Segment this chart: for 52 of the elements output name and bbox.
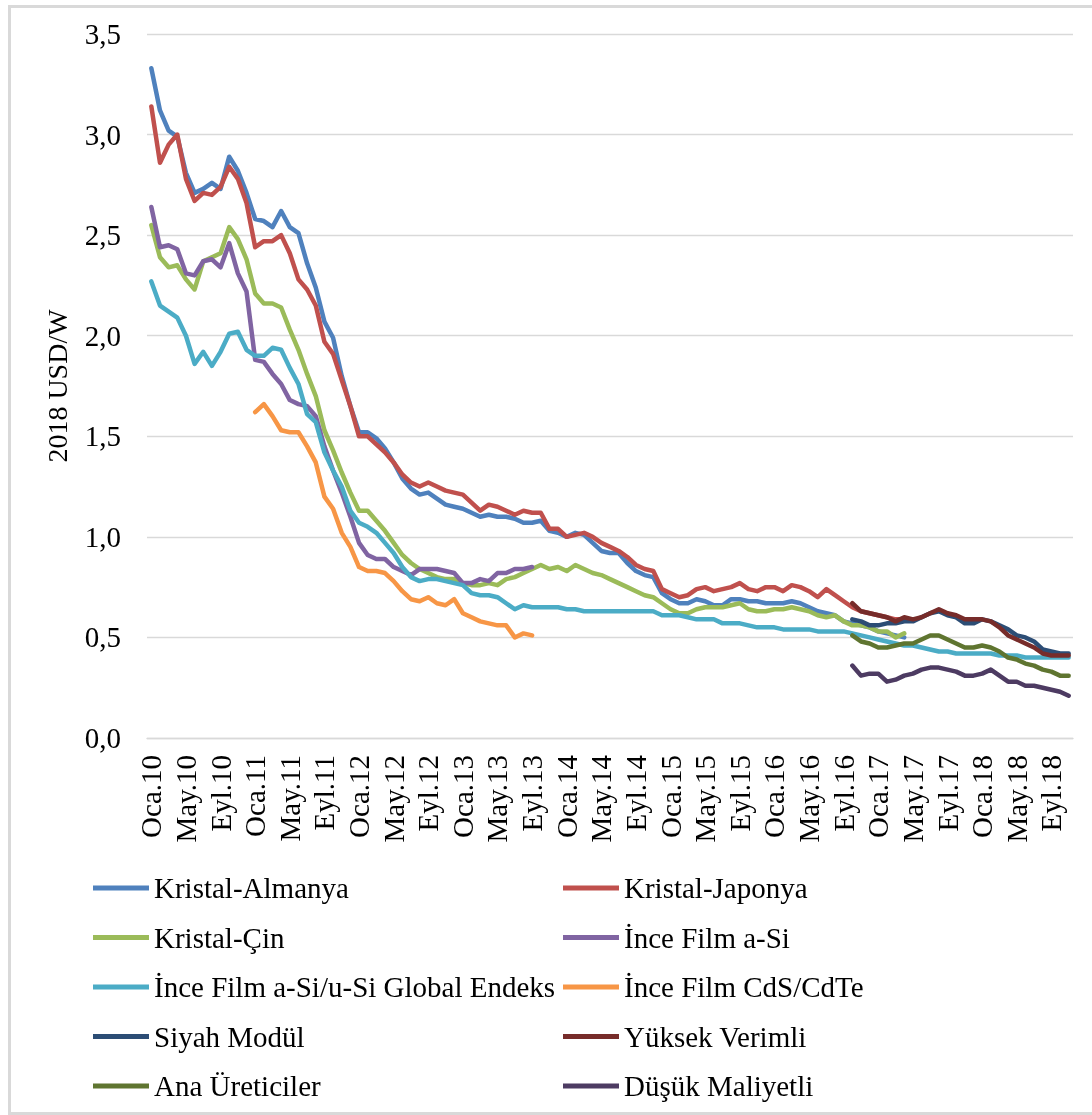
line-series [149,279,1071,660]
x-tick-label: Oca.18 [966,755,999,838]
y-tick-label: 2,5 [84,219,121,252]
x-tick-label: Eyl.18 [1035,755,1068,832]
x-tick-label: Eyl.16 [827,755,860,832]
legend-label: Ana Üreticiler [154,1070,322,1102]
x-tick-label: May.10 [169,755,202,843]
x-tick-label: Oca.10 [135,755,168,838]
x-tick-label: May.17 [896,755,929,843]
y-tick-label: 3,0 [84,118,121,151]
x-tick-label: Eyl.15 [723,755,756,832]
x-tick-label: Eyl.14 [619,754,652,832]
x-tick-label: Eyl.11 [308,755,341,831]
x-tick-label: May.12 [377,755,410,843]
x-tick-label: Oca.12 [343,755,376,838]
x-tick-label: May.13 [481,755,514,843]
legend-label: İnce Film a-Si/u-Si Global Endeks [154,971,556,1003]
y-axis-title: 2018 USD/W [41,308,73,463]
x-tick-label: Oca.15 [654,755,687,838]
x-tick-label: May.18 [1000,755,1033,843]
line-series [149,222,907,640]
line-series [850,633,1071,678]
y-tick-label: 0,0 [84,722,121,754]
x-tick-label: May.16 [793,755,826,843]
x-tick-label: Eyl.13 [516,755,549,832]
x-tick-label: Oca.16 [758,755,791,838]
legend-label: İnce Film a-Si [624,921,790,954]
y-tick-label: 1,5 [84,420,121,453]
x-tick-label: Oca.11 [239,755,272,837]
x-tick-label: May.14 [585,754,618,843]
x-tick-label: May.11 [273,755,306,842]
y-tick-label: 0,5 [84,621,121,654]
x-tick-label: Eyl.12 [412,755,445,832]
x-tick-label: Oca.13 [446,755,479,838]
legend-label: Siyah Modül [154,1020,305,1053]
legend-label: İnce Film CdS/CdTe [624,971,864,1003]
legend-label: Kristal-Çin [154,921,285,954]
x-tick-label: Oca.14 [550,754,583,838]
y-tick-label: 1,0 [84,520,121,553]
legend-label: Kristal-Almanya [154,872,350,904]
legend-label: Düşük Maliyetli [624,1070,814,1102]
y-tick-label: 2,0 [84,319,121,352]
y-tick-label: 3,5 [84,18,121,50]
line-series [252,401,535,640]
legend-label: Yüksek Verimli [624,1020,807,1053]
line-series [850,600,1071,658]
x-tick-label: Eyl.17 [931,755,964,832]
x-tick-label: Eyl.10 [204,755,237,832]
line-series [850,663,1071,699]
legend-label: Kristal-Japonya [624,872,808,904]
x-tick-label: May.15 [689,755,722,843]
x-tick-label: Oca.17 [862,755,895,838]
